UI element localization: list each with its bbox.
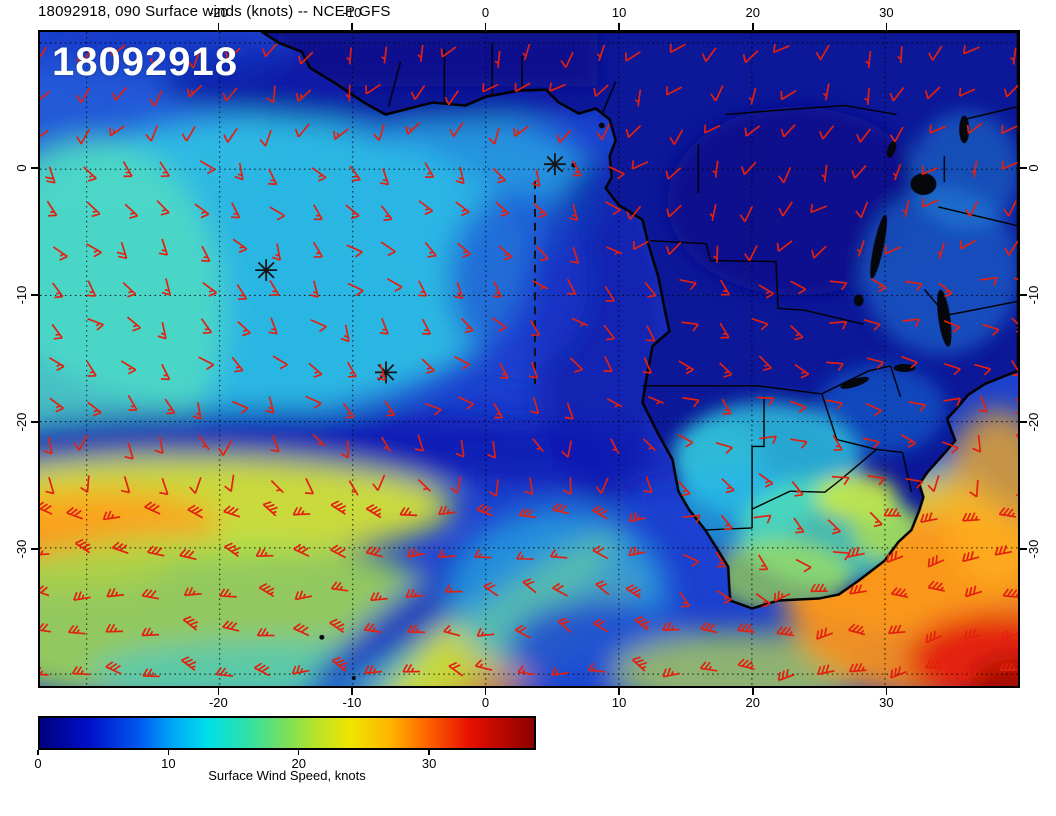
- lat-tick-right: [1020, 167, 1027, 169]
- lon-tick-bottom: [217, 688, 220, 695]
- lon-tick-top: [885, 23, 888, 30]
- lat-tick-label-right: -10: [1026, 285, 1041, 305]
- lon-tick-label-top: 10: [611, 5, 627, 20]
- lon-tick-label-bottom: -20: [208, 695, 228, 710]
- lat-tick-right: [1020, 548, 1027, 550]
- lat-tick-left: [31, 548, 38, 550]
- lon-tick-label-bottom: -10: [342, 695, 362, 710]
- lakes-and-islands: [319, 115, 970, 681]
- lat-tick-right: [1020, 294, 1027, 296]
- lon-tick-label-top: 30: [879, 5, 894, 20]
- map-plot: 18092918: [38, 30, 1020, 688]
- colorbar-tick: [297, 750, 300, 755]
- land-wind-field: [279, 32, 1018, 609]
- wind-speed-field: [40, 32, 1018, 686]
- lon-tick-bottom: [752, 688, 754, 695]
- lon-tick-label-bottom: 30: [879, 695, 894, 710]
- lon-tick-top: [752, 23, 754, 30]
- wind-barbs: [40, 43, 1018, 682]
- run-timestamp: 18092918: [52, 40, 238, 84]
- colorbar-label: Surface Wind Speed, knots: [208, 768, 366, 783]
- lon-tick-bottom: [484, 688, 487, 695]
- lat-tick-left: [31, 294, 38, 296]
- map-canvas: [40, 32, 1018, 686]
- lon-tick-label-top: 0: [481, 5, 490, 20]
- lat-tick-label-left: 0: [14, 164, 29, 172]
- lat-tick-left: [31, 421, 38, 423]
- lon-tick-bottom: [885, 688, 888, 695]
- lat-tick-label-right: -20: [1026, 412, 1041, 432]
- coastline: [260, 32, 1018, 610]
- lat-tick-label-left: -30: [14, 539, 29, 559]
- lon-tick-top: [351, 23, 353, 30]
- lat-tick-left: [31, 167, 38, 169]
- lon-tick-bottom: [618, 688, 620, 695]
- lon-tick-bottom: [351, 688, 353, 695]
- colorbar-tick: [167, 750, 170, 755]
- lon-tick-top: [484, 23, 487, 30]
- lon-tick-top: [217, 23, 220, 30]
- lat-tick-label-right: 0: [1026, 164, 1041, 172]
- lon-tick-label-bottom: 0: [481, 695, 490, 710]
- lat-tick-label-left: -10: [14, 285, 29, 305]
- africa-landmass: [260, 32, 1018, 681]
- colorbar: [38, 716, 536, 750]
- lon-tick-label-bottom: 20: [745, 695, 760, 710]
- colorbar-tick: [428, 750, 430, 755]
- lat-tick-label-right: -30: [1026, 539, 1041, 559]
- lon-tick-top: [618, 23, 620, 30]
- lat-tick-right: [1020, 421, 1027, 423]
- lat-tick-label-left: -20: [14, 412, 29, 432]
- lon-tick-label-top: 20: [745, 5, 760, 20]
- figure-title: 18092918, 090 Surface winds (knots) -- N…: [38, 3, 391, 20]
- colorbar-tick: [37, 750, 39, 755]
- lon-tick-label-bottom: 10: [611, 695, 627, 710]
